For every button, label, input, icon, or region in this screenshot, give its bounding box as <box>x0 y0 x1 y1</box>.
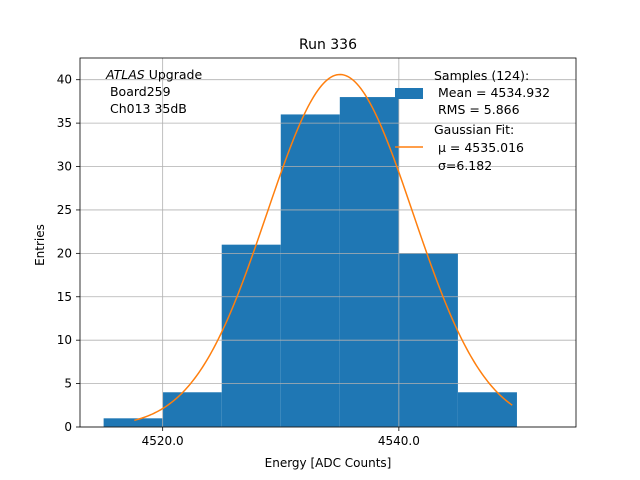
histogram-bar <box>221 244 281 427</box>
annotation-italic: ATLAS <box>105 67 145 82</box>
y-tick-label: 40 <box>57 73 72 87</box>
y-tick-label: 10 <box>57 333 72 347</box>
legend-histogram-line: Mean = 4534.932 <box>434 85 550 100</box>
x-tick-label: 4540.0 <box>378 434 420 448</box>
x-axis-label: Energy [ADC Counts] <box>265 456 392 470</box>
fit-layer <box>134 73 513 422</box>
histogram-bar <box>103 418 163 427</box>
annotation-line: Board259 <box>106 84 171 99</box>
bars-layer <box>80 58 576 428</box>
x-tick-label: 4520.0 <box>142 434 184 448</box>
y-axis-label: Entries <box>33 224 47 266</box>
histogram-bar <box>339 97 399 427</box>
legend-fit-line: σ=6.182 <box>434 158 492 173</box>
histogram-bar <box>280 114 340 427</box>
y-tick-label: 0 <box>64 420 72 434</box>
legend-fit-line: Gaussian Fit: <box>434 122 514 137</box>
annotation-rest: Upgrade <box>145 67 203 82</box>
y-tick-label: 5 <box>64 377 72 391</box>
annotation-line: Ch013 35dB <box>106 101 187 116</box>
y-tick-label: 20 <box>57 246 72 260</box>
legend-fit-line: μ = 4535.016 <box>434 140 524 155</box>
annotation-text: ATLAS Upgrade Board259 Ch013 35dB <box>105 67 202 116</box>
gaussian-fit-curve <box>134 73 513 422</box>
y-tick-label: 35 <box>57 116 72 130</box>
y-tick-label: 25 <box>57 203 72 217</box>
legend: Samples (124): Mean = 4534.932 RMS = 5.8… <box>395 68 550 173</box>
axes-layer: 0 5 10 15 20 25 30 35 40 4520.0 4540.0 <box>57 57 577 448</box>
histogram-bar <box>457 392 517 427</box>
axes-frame <box>79 57 577 428</box>
histogram-bar <box>162 392 222 427</box>
chart-title: Run 336 <box>299 37 357 53</box>
legend-histogram-line: RMS = 5.866 <box>434 102 520 117</box>
annotation-line: ATLAS Upgrade <box>105 67 202 82</box>
y-tick-label: 30 <box>57 160 72 174</box>
y-tick-label: 15 <box>57 290 72 304</box>
legend-histogram-line: Samples (124): <box>434 68 529 83</box>
legend-histogram-swatch <box>395 88 423 99</box>
